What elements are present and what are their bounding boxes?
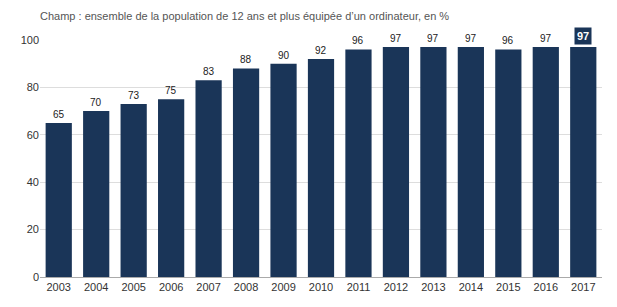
svg-text:96: 96 xyxy=(502,35,514,46)
svg-text:75: 75 xyxy=(165,85,177,96)
svg-text:2008: 2008 xyxy=(234,281,258,293)
svg-text:97: 97 xyxy=(540,33,552,44)
svg-text:2003: 2003 xyxy=(46,281,70,293)
svg-text:2017: 2017 xyxy=(571,281,595,293)
svg-text:92: 92 xyxy=(315,45,327,56)
svg-text:2011: 2011 xyxy=(347,281,371,293)
svg-text:96: 96 xyxy=(352,35,364,46)
svg-text:2012: 2012 xyxy=(384,281,408,293)
svg-text:2007: 2007 xyxy=(196,281,220,293)
svg-text:83: 83 xyxy=(203,66,215,77)
svg-text:73: 73 xyxy=(128,90,140,101)
svg-text:Champ : ensemble de la populat: Champ : ensemble de la population de 12 … xyxy=(40,10,449,22)
svg-text:97: 97 xyxy=(390,33,402,44)
svg-text:20: 20 xyxy=(27,223,39,235)
svg-text:40: 40 xyxy=(27,176,39,188)
svg-text:97: 97 xyxy=(577,30,589,42)
svg-text:100: 100 xyxy=(21,34,39,46)
svg-text:2016: 2016 xyxy=(534,281,558,293)
svg-text:2009: 2009 xyxy=(271,281,295,293)
svg-text:97: 97 xyxy=(427,33,439,44)
svg-text:2006: 2006 xyxy=(159,281,183,293)
svg-text:2014: 2014 xyxy=(459,281,483,293)
svg-text:97: 97 xyxy=(465,33,477,44)
svg-text:70: 70 xyxy=(90,97,102,108)
svg-text:0: 0 xyxy=(33,271,39,283)
svg-text:2004: 2004 xyxy=(84,281,108,293)
svg-text:2015: 2015 xyxy=(496,281,520,293)
svg-text:60: 60 xyxy=(27,129,39,141)
svg-text:2013: 2013 xyxy=(421,281,445,293)
svg-text:2010: 2010 xyxy=(309,281,333,293)
svg-text:65: 65 xyxy=(53,109,65,120)
svg-text:2005: 2005 xyxy=(121,281,145,293)
svg-text:80: 80 xyxy=(27,81,39,93)
svg-text:90: 90 xyxy=(278,50,290,61)
svg-text:88: 88 xyxy=(240,54,252,65)
